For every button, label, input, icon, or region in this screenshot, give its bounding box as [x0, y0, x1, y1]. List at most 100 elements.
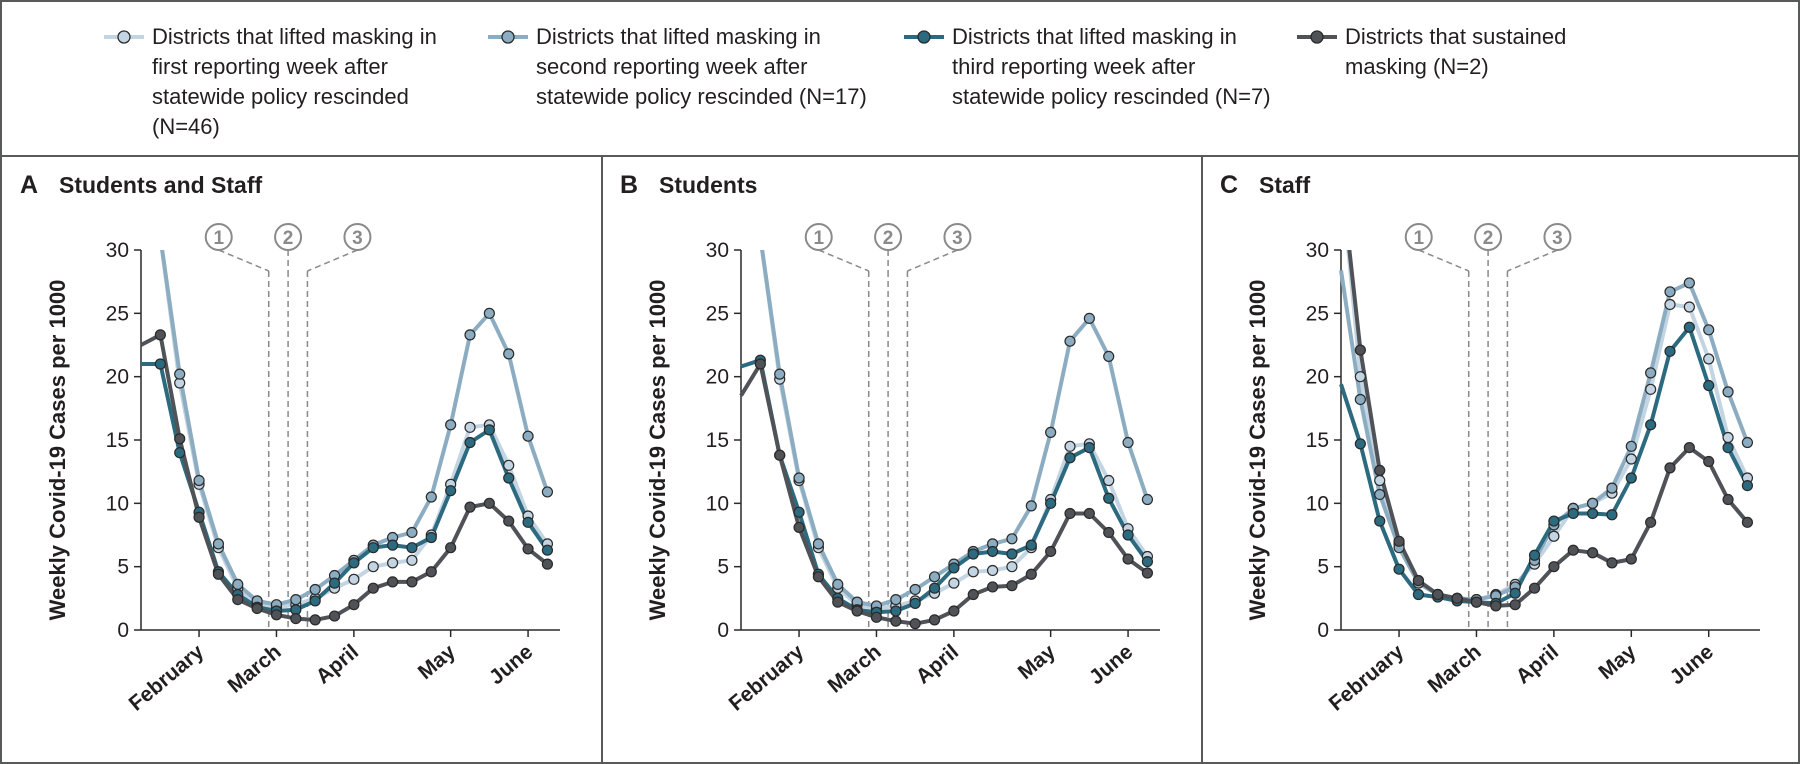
point: [909, 618, 921, 630]
panel: C Staff Weekly Covid-19 Cases per 1000 0 5 10…: [1220, 171, 1760, 716]
point: [1025, 500, 1037, 512]
point: [1664, 298, 1676, 311]
point: [1103, 350, 1115, 362]
point: [503, 459, 515, 471]
point: [328, 610, 341, 622]
point: [425, 531, 437, 544]
point: [1703, 455, 1715, 468]
point: [445, 419, 457, 431]
point: [1567, 544, 1579, 556]
point: [1025, 539, 1037, 551]
point: [1722, 386, 1734, 398]
y-tick-label: 15: [706, 429, 729, 452]
point: [1548, 515, 1560, 527]
point: [1432, 588, 1444, 601]
point: [1586, 497, 1599, 509]
point: [948, 577, 960, 589]
point: [464, 421, 476, 433]
point: [832, 596, 844, 608]
legend-swatch: [904, 30, 944, 44]
annotation-circle: [1543, 223, 1572, 251]
point: [1103, 526, 1115, 539]
annotation-label: 2: [1483, 228, 1494, 249]
point: [1722, 493, 1734, 506]
point: [1045, 426, 1057, 438]
point: [155, 232, 165, 242]
legend: Districts that lifted masking in first r…: [2, 2, 1798, 157]
point: [967, 588, 979, 601]
plot: [140, 232, 554, 626]
point: [909, 583, 921, 596]
point: [1141, 493, 1154, 506]
series-line: [739, 362, 1149, 626]
point: [1412, 575, 1425, 587]
y-tick-label: 25: [1306, 302, 1329, 325]
point: [1064, 335, 1076, 347]
x-tick-label: March: [224, 640, 286, 697]
point: [890, 605, 902, 617]
point: [406, 576, 418, 588]
point: [309, 614, 321, 626]
x-tick-label: June: [1666, 640, 1718, 689]
point: [890, 594, 902, 606]
point: [348, 557, 360, 569]
point: [1006, 580, 1018, 592]
point: [1122, 553, 1134, 565]
legend-label: Districts that lifted masking in first r…: [152, 24, 437, 139]
panel: A Students and Staff Weekly Covid-19 Cases…: [20, 171, 560, 716]
series-line: [740, 358, 1150, 615]
annotation-label: 1: [1413, 228, 1424, 249]
point: [832, 578, 844, 590]
y-tick-label: 25: [106, 302, 129, 325]
point: [348, 599, 360, 611]
legend-swatch: [488, 30, 528, 44]
y-tick-label: 30: [706, 239, 729, 262]
point: [464, 501, 476, 513]
point: [1025, 568, 1037, 580]
y-axis-label: Weekly Covid-19 Cases per 1000: [1245, 280, 1270, 621]
point: [1374, 488, 1386, 501]
point: [406, 542, 418, 554]
y-axis-label: Weekly Covid-19 Cases per 1000: [45, 280, 70, 621]
point: [174, 447, 186, 459]
point: [1393, 563, 1405, 575]
y-tick-label: 10: [706, 492, 729, 515]
legend-item: Districts that sustained masking (N=2): [1295, 22, 1615, 82]
point: [367, 561, 379, 573]
point: [774, 368, 786, 380]
point: [1625, 453, 1637, 465]
point: [1586, 547, 1599, 559]
y-tick-label: 25: [706, 302, 729, 325]
legend-swatch: [104, 30, 144, 44]
y-tick-label: 5: [117, 556, 129, 579]
point: [309, 583, 321, 596]
point: [1045, 497, 1057, 509]
x-tick-label: April: [912, 640, 963, 688]
point: [1625, 553, 1637, 565]
point: [1470, 596, 1483, 608]
annotation-label: 3: [952, 228, 963, 249]
point: [774, 449, 786, 461]
point: [1490, 600, 1502, 612]
annotation-label: 1: [213, 228, 224, 249]
panel-letter: A: [20, 171, 38, 199]
point: [367, 542, 379, 554]
y-tick-label: 5: [717, 556, 729, 579]
point: [1683, 301, 1695, 313]
y-tick-label: 30: [1306, 239, 1329, 262]
point: [909, 597, 921, 609]
point: [503, 348, 515, 360]
x-tick-label: May: [1594, 640, 1640, 684]
y-tick-label: 0: [117, 619, 129, 642]
y-tick-label: 30: [106, 239, 129, 262]
x-tick-label: May: [414, 640, 460, 684]
point: [851, 605, 863, 617]
point: [1393, 535, 1405, 547]
point: [986, 581, 999, 593]
point: [1354, 344, 1366, 356]
point: [1645, 516, 1657, 528]
point: [967, 548, 979, 560]
annotation-circle: [1404, 223, 1433, 251]
point: [1664, 462, 1676, 474]
y-tick-label: 20: [106, 366, 129, 389]
